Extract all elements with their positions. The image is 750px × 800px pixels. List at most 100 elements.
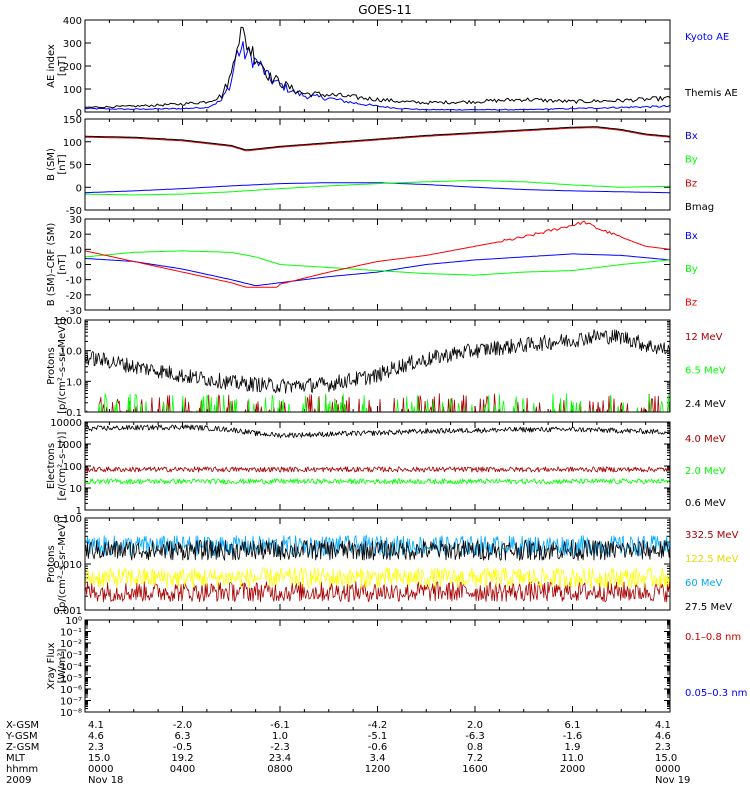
ephemeris-value: 2.3 [655, 742, 671, 753]
y-tick-label: -50 [66, 206, 82, 217]
legend-entry: 0.1–0.8 nm [685, 632, 741, 643]
y-axis-label: [nT] [57, 56, 68, 76]
ephemeris-value: -0.5 [173, 742, 193, 753]
y-tick-label: -10 [66, 276, 82, 287]
ephemeris-row-label: Z-GSM [6, 742, 39, 753]
ephemeris-value: 4.1 [88, 720, 104, 731]
ephemeris-value: 15.0 [655, 753, 677, 764]
y-tick-label: 10 [69, 484, 82, 495]
panel-frame [84, 19, 671, 113]
legend-entry: Bx [685, 131, 698, 142]
series-line-3-2 [85, 250, 670, 276]
legend-entry: Bx [685, 231, 698, 242]
legend-entry: Bz [685, 297, 697, 308]
legend-entry: Bz [685, 178, 697, 189]
legend-entry: 2.0 MeV [685, 466, 726, 477]
y-tick-label: 200 [63, 62, 82, 73]
ephemeris-value: 6.1 [565, 720, 581, 731]
y-tick-label: 10 [69, 245, 82, 256]
ephemeris-value: 11.0 [561, 753, 583, 764]
ephemeris-row-label: hhmm [6, 764, 38, 775]
y-tick-label: 400 [63, 16, 82, 27]
ephemeris-value: -1.6 [563, 731, 583, 742]
ephemeris-value: 19.2 [171, 753, 193, 764]
series-line-3-3 [85, 220, 670, 288]
series-line-5-3 [85, 424, 670, 439]
series-line-5-2 [85, 478, 670, 485]
y-axis-label: Xray Flux [46, 642, 57, 689]
series-line-1-1 [85, 41, 670, 111]
series-line-6-1 [85, 581, 670, 603]
y-tick-label: 20 [69, 230, 82, 241]
y-tick-label: 10⁻³ [60, 651, 82, 662]
ephemeris-value: 15.0 [88, 753, 110, 764]
y-tick-label: -30 [66, 306, 82, 317]
ephemeris-value: 1.9 [565, 742, 581, 753]
ephemeris-value: 2000 [560, 764, 585, 775]
panel-3: -30 -20 -10 0 10 20 30 B (SM)–CRF (SM) [nT] Bx By B… [46, 215, 698, 317]
panel-frame [84, 218, 671, 311]
ephemeris-value: 6.3 [175, 731, 191, 742]
legend-entry: Bmag [685, 202, 714, 213]
panel-frame [84, 118, 671, 211]
legend-entry: 60 MeV [685, 578, 723, 589]
ephemeris-value: 4.6 [655, 731, 671, 742]
y-tick-label: 150 [63, 115, 82, 126]
ephemeris-value: 2.0 [467, 720, 483, 731]
y-tick-label: 0 [76, 183, 82, 194]
ephemeris-value: -0.6 [368, 742, 388, 753]
y-tick-label: 0.010 [53, 560, 82, 571]
y-axis-label: [nT] [57, 254, 68, 274]
y-tick-label: 300 [63, 39, 82, 50]
y-tick-label: 0 [76, 261, 82, 272]
y-tick-label: 10⁻² [60, 639, 82, 650]
series-line-2-1 [85, 182, 670, 194]
ephemeris-value: 0000 [655, 764, 680, 775]
y-tick-label: 10⁻¹ [60, 628, 82, 639]
panel-frame [84, 517, 671, 611]
y-tick-label: 10⁻⁷ [60, 697, 82, 708]
y-axis-label: B (SM)–CRF (SM) [46, 223, 57, 307]
panel-1: 0 100 200 300 400 AE index [nT] Kyoto AE Themis … [46, 16, 738, 119]
series-line-6-3 [85, 535, 670, 557]
ephemeris-value: -6.1 [270, 720, 290, 731]
series-line-1-2 [85, 26, 670, 109]
y-axis-label: Protons [46, 545, 57, 582]
ephemeris-value: 0400 [170, 764, 195, 775]
legend-entry: 332.5 MeV [685, 530, 739, 541]
y-tick-label: 10⁻⁶ [60, 685, 82, 696]
legend-entry: 27.5 MeV [685, 602, 732, 613]
ephemeris-value: 4.1 [655, 720, 671, 731]
panel-data [85, 329, 670, 412]
y-axis-label: Protons [46, 347, 57, 384]
ephemeris-value: -5.1 [368, 731, 388, 742]
y-axis-label: AE index [46, 44, 57, 88]
series-line-2-2 [85, 179, 670, 196]
legend-entry: Kyoto AE [685, 32, 729, 43]
y-tick-label: 100 [63, 138, 82, 149]
panel-data [85, 424, 670, 485]
panel-data [85, 220, 670, 288]
legend-entry: 2.4 MeV [685, 399, 726, 410]
y-tick-label: 0 [76, 108, 82, 119]
y-tick-label: 50 [69, 161, 82, 172]
panel-frame [84, 421, 671, 511]
series-line-4-2 [98, 393, 670, 412]
series-line-4-3 [85, 329, 670, 394]
ephemeris-value: -4.2 [368, 720, 388, 731]
y-tick-label: 10000 [50, 418, 82, 429]
y-tick-label: 100.0 [53, 316, 82, 327]
y-axis-label: [p/(cm²–s–sr–MeV)] [57, 516, 68, 612]
y-tick-label: 1.0 [66, 377, 82, 388]
legend-entry: Themis AE [684, 88, 738, 99]
ephemeris-value: Nov 19 [655, 775, 690, 786]
y-tick-label: 10⁻⁸ [60, 708, 82, 719]
y-tick-label: 30 [69, 215, 82, 226]
ephemeris-value: -6.3 [465, 731, 485, 742]
ephemeris-value: 7.2 [467, 753, 483, 764]
ephemeris-value: 3.4 [370, 753, 386, 764]
series-line-2-3 [85, 127, 670, 152]
y-tick-label: 0.100 [53, 514, 82, 525]
y-tick-label: 1 [76, 506, 82, 517]
